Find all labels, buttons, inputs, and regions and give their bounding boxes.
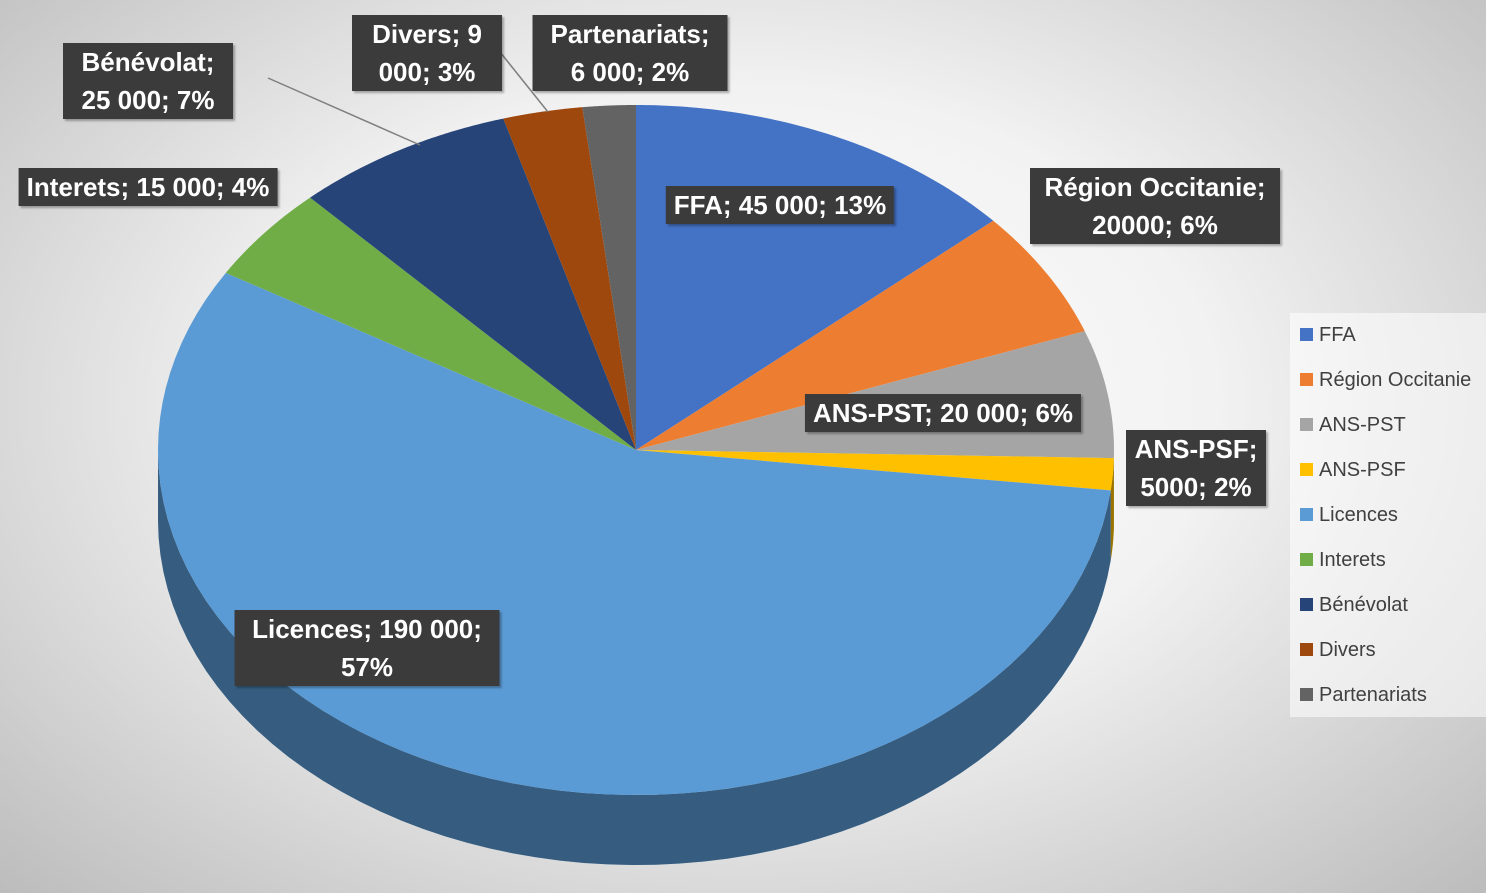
data-label: ANS-PST; 20 000; 6% xyxy=(804,394,1082,432)
leader-line xyxy=(267,77,421,146)
legend-item: Région Occitanie xyxy=(1300,368,1471,392)
legend-item: Licences xyxy=(1300,503,1398,527)
pie-slice xyxy=(636,450,1114,491)
side-shade xyxy=(158,450,1111,865)
data-label: Licences; 190 000; 57% xyxy=(234,610,500,686)
data-label: FFA; 45 000; 13% xyxy=(665,186,895,224)
legend: FFA Région Occitanie ANS-PST ANS-PSF Licence… xyxy=(1290,313,1486,717)
legend-item: FFA xyxy=(1300,323,1356,347)
legend-swatch xyxy=(1300,373,1313,386)
side-shade xyxy=(1110,458,1114,561)
data-label: Partenariats; 6 000; 2% xyxy=(532,15,728,91)
pie-slice xyxy=(310,118,636,451)
legend-label: Interets xyxy=(1319,549,1386,571)
legend-label: Licences xyxy=(1319,504,1398,526)
data-label: Interets; 15 000; 4% xyxy=(18,168,278,206)
pie-slice xyxy=(503,107,636,450)
legend-label: ANS-PSF xyxy=(1319,459,1406,481)
legend-swatch xyxy=(1300,508,1313,521)
legend-item: Interets xyxy=(1300,548,1386,572)
legend-swatch xyxy=(1300,328,1313,341)
pie-side xyxy=(1110,458,1114,561)
legend-swatch xyxy=(1300,553,1313,566)
legend-swatch xyxy=(1300,688,1313,701)
legend-item: ANS-PST xyxy=(1300,413,1406,437)
legend-item: ANS-PSF xyxy=(1300,458,1406,482)
legend-label: Région Occitanie xyxy=(1319,369,1472,391)
data-label: Bénévolat; 25 000; 7% xyxy=(63,43,233,119)
legend-label: Bénévolat xyxy=(1319,594,1408,616)
data-label: Divers; 9 000; 3% xyxy=(352,15,502,91)
legend-item: Bénévolat xyxy=(1300,593,1408,617)
legend-label: FFA xyxy=(1319,324,1356,346)
legend-label: ANS-PST xyxy=(1319,414,1406,436)
pie-slice xyxy=(636,220,1085,450)
legend-swatch xyxy=(1300,463,1313,476)
pie-side xyxy=(158,450,1111,865)
pie-slice xyxy=(225,197,636,450)
legend-swatch xyxy=(1300,418,1313,431)
pie-slice xyxy=(582,105,636,450)
legend-label: Divers xyxy=(1319,639,1376,661)
legend-swatch xyxy=(1300,643,1313,656)
leader-line xyxy=(499,51,549,113)
legend-label: Partenariats xyxy=(1319,684,1427,706)
data-label: ANS-PSF; 5000; 2% xyxy=(1126,430,1266,506)
legend-item: Partenariats xyxy=(1300,683,1427,707)
legend-swatch xyxy=(1300,598,1313,611)
legend-item: Divers xyxy=(1300,638,1376,662)
data-label: Région Occitanie; 20000; 6% xyxy=(1030,168,1280,244)
